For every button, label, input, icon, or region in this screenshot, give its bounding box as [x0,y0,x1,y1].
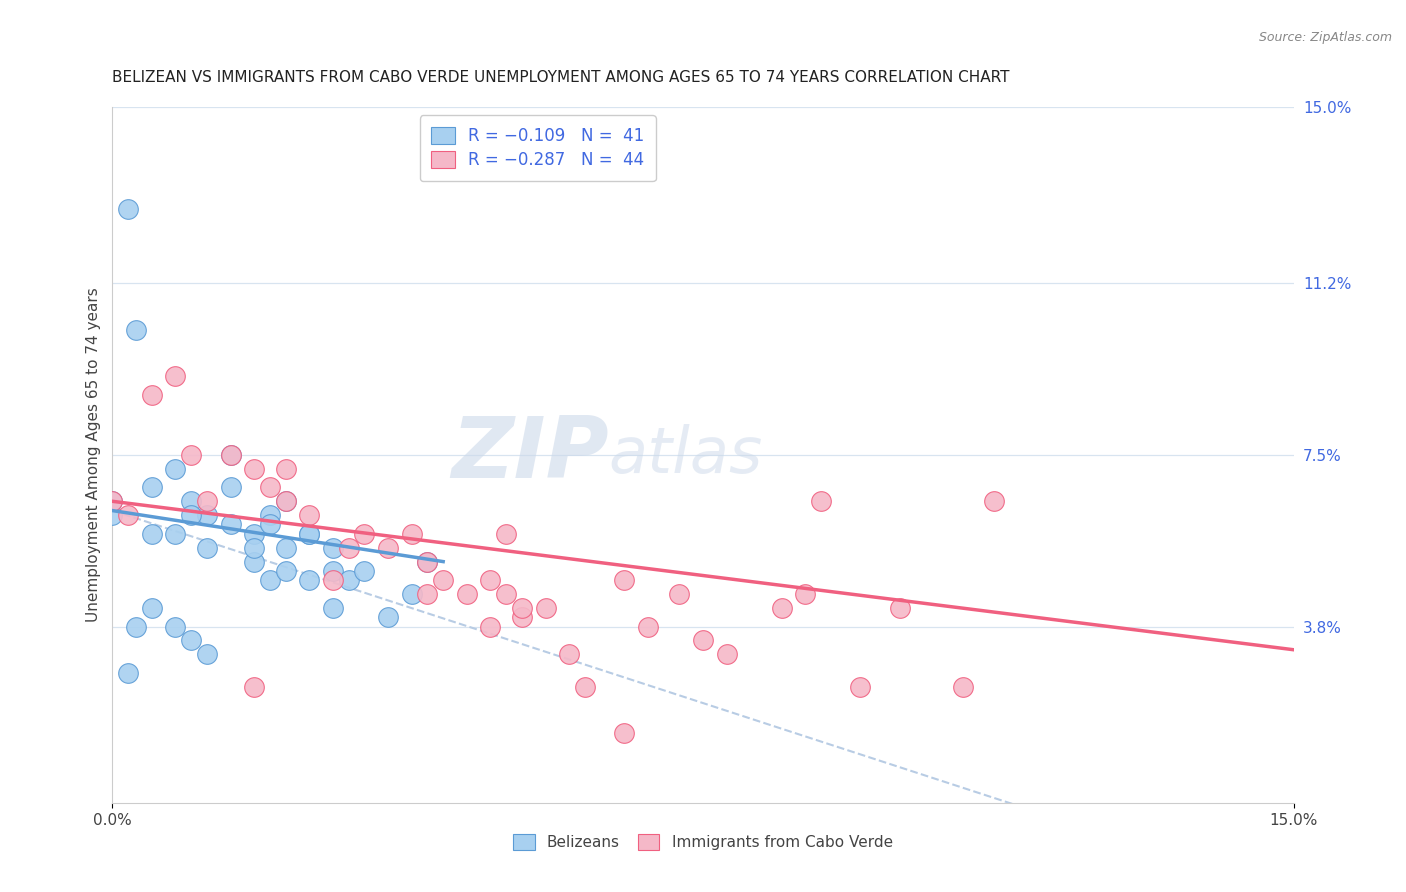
Point [337,573,360,587]
Point [274,494,297,508]
Point [810,494,832,508]
Point [219,448,242,462]
Point [637,619,659,633]
Point [495,526,517,541]
Point [456,587,478,601]
Point [794,587,817,601]
Point [117,508,139,523]
Point [243,526,266,541]
Point [534,601,557,615]
Point [337,541,360,555]
Point [952,680,974,694]
Point [298,526,321,541]
Point [432,573,454,587]
Point [574,680,596,694]
Point [101,494,124,508]
Point [353,526,375,541]
Point [243,680,266,694]
Point [195,494,218,508]
Point [298,508,321,523]
Point [243,555,266,569]
Point [141,480,163,494]
Point [243,541,266,555]
Y-axis label: Unemployment Among Ages 65 to 74 years: Unemployment Among Ages 65 to 74 years [86,287,101,623]
Point [219,517,242,532]
Point [889,601,911,615]
Point [377,541,399,555]
Text: ZIP: ZIP [451,413,609,497]
Point [141,601,163,615]
Point [219,480,242,494]
Point [479,619,502,633]
Point [180,633,202,648]
Point [401,526,423,541]
Point [983,494,1005,508]
Point [141,387,163,401]
Point [322,601,344,615]
Point [298,526,321,541]
Point [274,494,297,508]
Point [243,462,266,476]
Point [510,601,533,615]
Point [101,508,124,523]
Point [219,448,242,462]
Point [195,508,218,523]
Legend: Belizeans, Immigrants from Cabo Verde: Belizeans, Immigrants from Cabo Verde [506,827,900,858]
Point [274,564,297,578]
Point [117,665,139,680]
Point [259,480,281,494]
Point [416,587,439,601]
Text: Source: ZipAtlas.com: Source: ZipAtlas.com [1258,31,1392,45]
Point [195,541,218,555]
Point [274,462,297,476]
Point [165,369,187,384]
Point [416,555,439,569]
Point [180,494,202,508]
Point [322,573,344,587]
Point [180,508,202,523]
Point [274,541,297,555]
Point [377,610,399,624]
Point [195,648,218,662]
Point [613,573,636,587]
Point [416,555,439,569]
Point [259,573,281,587]
Point [259,508,281,523]
Point [141,526,163,541]
Point [401,587,423,601]
Point [770,601,793,615]
Point [117,202,139,216]
Point [479,573,502,587]
Point [125,619,148,633]
Point [165,462,187,476]
Point [353,564,375,578]
Point [613,726,636,740]
Point [322,541,344,555]
Text: atlas: atlas [609,424,763,486]
Point [298,573,321,587]
Point [101,494,124,508]
Point [692,633,714,648]
Point [180,448,202,462]
Point [125,323,148,337]
Point [716,648,738,662]
Point [495,587,517,601]
Point [165,526,187,541]
Point [510,610,533,624]
Point [668,587,690,601]
Point [849,680,872,694]
Text: BELIZEAN VS IMMIGRANTS FROM CABO VERDE UNEMPLOYMENT AMONG AGES 65 TO 74 YEARS CO: BELIZEAN VS IMMIGRANTS FROM CABO VERDE U… [112,70,1010,85]
Point [165,619,187,633]
Point [558,648,581,662]
Point [259,517,281,532]
Point [322,564,344,578]
